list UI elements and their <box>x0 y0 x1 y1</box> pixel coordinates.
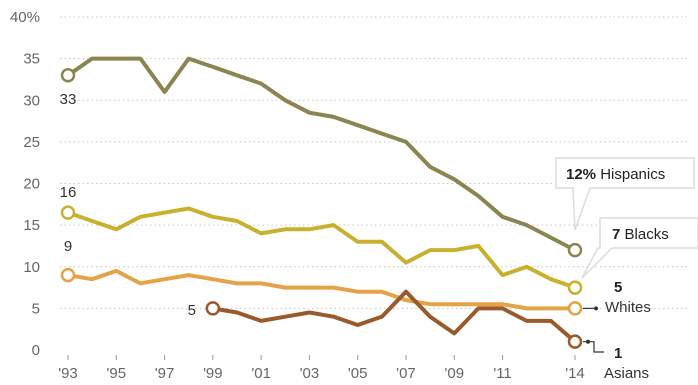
start-label-blacks: 16 <box>60 184 77 201</box>
end-label-asians: Asians <box>604 365 649 382</box>
x-tick-label: '97 <box>155 365 175 382</box>
end-point-hispanics <box>567 242 583 258</box>
x-axis: '93 '95 '97 '99 '01 '03 '05 '07 '09 '11 '14 <box>58 355 585 382</box>
y-tick-label: 30 <box>23 92 40 109</box>
series-labels: 33 16 9 5 12% Hispanics 7 Blacks 5 Whites 1 Asian… <box>60 91 698 382</box>
end-point-blacks <box>567 280 583 295</box>
gridlines <box>60 16 690 309</box>
y-tick-label: 10 <box>23 259 40 276</box>
series-line-asians <box>210 289 577 344</box>
end-label-whites: Whites <box>605 299 651 316</box>
leader-dot-whites <box>594 306 598 311</box>
x-tick-label: '01 <box>251 365 271 382</box>
end-label-whites-value: 5 <box>614 279 622 296</box>
series-line-blacks <box>66 206 577 290</box>
callout-box-blacks <box>581 217 698 279</box>
y-tick-label: 35 <box>23 51 40 68</box>
start-point-whites <box>60 267 76 283</box>
y-tick-label: 25 <box>23 134 40 151</box>
y-tick-label: 5 <box>32 300 40 317</box>
start-label-hispanics: 33 <box>60 91 77 108</box>
end-label-hispanics: 12% Hispanics <box>566 166 665 183</box>
start-label-whites: 9 <box>64 238 72 255</box>
series-line-whites <box>66 268 577 311</box>
leader-dot-asians <box>586 339 590 344</box>
x-tick-label: '03 <box>300 365 320 382</box>
end-label-blacks: 7 Blacks <box>612 226 669 243</box>
start-point-hispanics <box>60 68 76 83</box>
start-point-blacks <box>60 205 76 220</box>
y-tick-label: 20 <box>23 176 40 193</box>
end-point-whites <box>567 301 583 316</box>
callout-box-hispanics <box>555 157 695 231</box>
series-line-hispanics <box>66 56 577 253</box>
leader-line-asians <box>583 341 604 353</box>
x-tick-label: '14 <box>565 365 585 382</box>
y-tick-label: 0 <box>32 342 40 359</box>
x-tick-label: '07 <box>396 365 416 382</box>
end-label-asians-value: 1 <box>614 345 622 362</box>
x-tick-label: '95 <box>107 365 127 382</box>
start-label-asians: 5 <box>188 302 196 319</box>
end-point-asians <box>567 334 583 349</box>
y-axis: 0 5 10 15 20 25 30 35 40% <box>10 9 40 359</box>
x-tick-label: '09 <box>445 365 465 382</box>
series-lines <box>60 56 583 349</box>
y-tick-label: 40% <box>10 9 40 26</box>
y-tick-label: 15 <box>23 217 40 234</box>
x-tick-label: '99 <box>203 365 223 382</box>
x-tick-label: '05 <box>348 365 368 382</box>
x-tick-label: '93 <box>58 365 78 382</box>
x-tick-label: '11 <box>493 365 511 382</box>
start-point-asians <box>205 301 221 316</box>
